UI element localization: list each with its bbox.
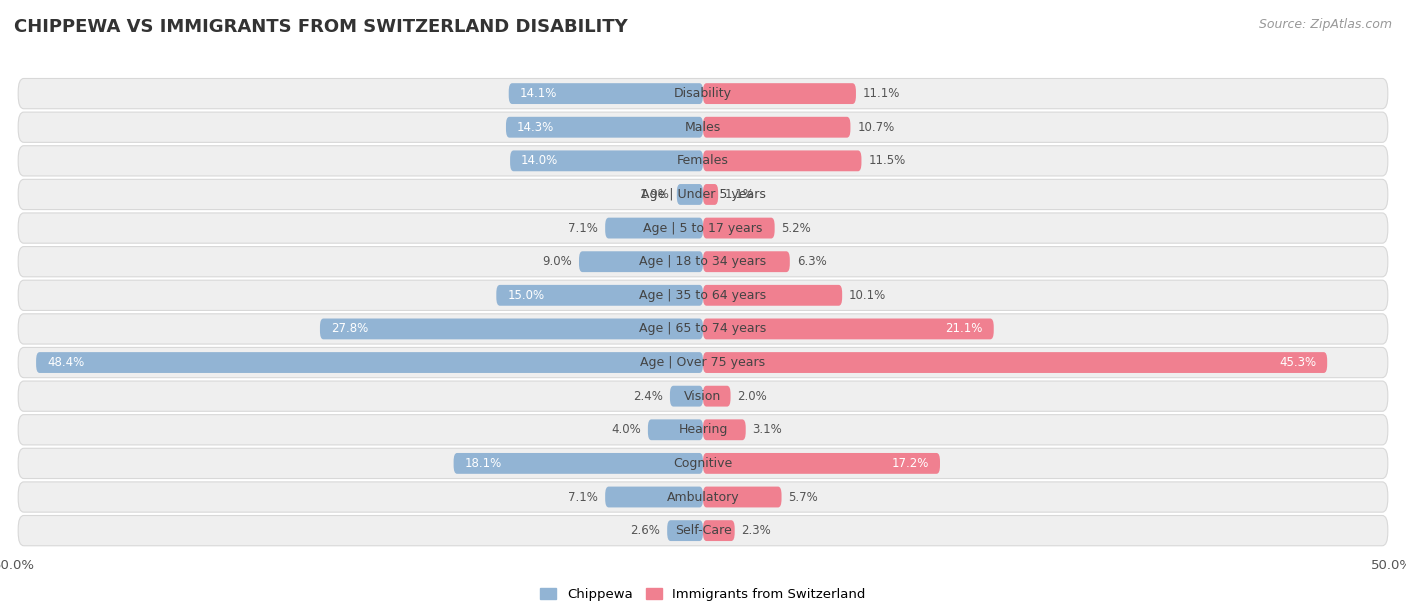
Text: 7.1%: 7.1% <box>568 490 599 504</box>
FancyBboxPatch shape <box>18 112 1388 143</box>
FancyBboxPatch shape <box>703 487 782 507</box>
FancyBboxPatch shape <box>703 386 731 406</box>
FancyBboxPatch shape <box>454 453 703 474</box>
FancyBboxPatch shape <box>669 386 703 406</box>
FancyBboxPatch shape <box>18 314 1388 344</box>
Text: Age | 5 to 17 years: Age | 5 to 17 years <box>644 222 762 234</box>
Text: Cognitive: Cognitive <box>673 457 733 470</box>
Text: 1.9%: 1.9% <box>640 188 669 201</box>
FancyBboxPatch shape <box>703 218 775 239</box>
FancyBboxPatch shape <box>18 146 1388 176</box>
FancyBboxPatch shape <box>579 252 703 272</box>
Text: 45.3%: 45.3% <box>1279 356 1316 369</box>
Text: Self-Care: Self-Care <box>675 524 731 537</box>
FancyBboxPatch shape <box>509 83 703 104</box>
FancyBboxPatch shape <box>703 285 842 306</box>
Text: 21.1%: 21.1% <box>945 323 983 335</box>
FancyBboxPatch shape <box>648 419 703 440</box>
FancyBboxPatch shape <box>668 520 703 541</box>
Text: Hearing: Hearing <box>678 424 728 436</box>
Text: Age | 65 to 74 years: Age | 65 to 74 years <box>640 323 766 335</box>
Text: Vision: Vision <box>685 390 721 403</box>
Text: 6.3%: 6.3% <box>797 255 827 268</box>
FancyBboxPatch shape <box>703 419 745 440</box>
FancyBboxPatch shape <box>605 487 703 507</box>
Text: 10.1%: 10.1% <box>849 289 886 302</box>
FancyBboxPatch shape <box>18 247 1388 277</box>
Text: 4.0%: 4.0% <box>612 424 641 436</box>
FancyBboxPatch shape <box>703 252 790 272</box>
Text: 5.7%: 5.7% <box>789 490 818 504</box>
FancyBboxPatch shape <box>703 318 994 339</box>
FancyBboxPatch shape <box>506 117 703 138</box>
Text: 15.0%: 15.0% <box>508 289 544 302</box>
FancyBboxPatch shape <box>18 179 1388 209</box>
Text: 2.4%: 2.4% <box>633 390 664 403</box>
Text: 10.7%: 10.7% <box>858 121 894 134</box>
FancyBboxPatch shape <box>703 520 735 541</box>
Text: Age | Over 75 years: Age | Over 75 years <box>641 356 765 369</box>
Text: 11.1%: 11.1% <box>863 87 900 100</box>
Text: 2.6%: 2.6% <box>630 524 661 537</box>
Text: Females: Females <box>678 154 728 167</box>
Text: Disability: Disability <box>673 87 733 100</box>
FancyBboxPatch shape <box>703 151 862 171</box>
Text: Age | Under 5 years: Age | Under 5 years <box>641 188 765 201</box>
Text: Age | 35 to 64 years: Age | 35 to 64 years <box>640 289 766 302</box>
FancyBboxPatch shape <box>703 117 851 138</box>
FancyBboxPatch shape <box>703 453 941 474</box>
Legend: Chippewa, Immigrants from Switzerland: Chippewa, Immigrants from Switzerland <box>536 583 870 606</box>
FancyBboxPatch shape <box>18 78 1388 109</box>
Text: 2.3%: 2.3% <box>741 524 772 537</box>
Text: 18.1%: 18.1% <box>464 457 502 470</box>
FancyBboxPatch shape <box>703 184 718 205</box>
Text: 9.0%: 9.0% <box>543 255 572 268</box>
Text: 27.8%: 27.8% <box>330 323 368 335</box>
FancyBboxPatch shape <box>605 218 703 239</box>
FancyBboxPatch shape <box>703 83 856 104</box>
Text: CHIPPEWA VS IMMIGRANTS FROM SWITZERLAND DISABILITY: CHIPPEWA VS IMMIGRANTS FROM SWITZERLAND … <box>14 18 628 36</box>
FancyBboxPatch shape <box>18 381 1388 411</box>
Text: 3.1%: 3.1% <box>752 424 782 436</box>
Text: Source: ZipAtlas.com: Source: ZipAtlas.com <box>1258 18 1392 31</box>
Text: 48.4%: 48.4% <box>48 356 84 369</box>
Text: Age | 18 to 34 years: Age | 18 to 34 years <box>640 255 766 268</box>
Text: 2.0%: 2.0% <box>738 390 768 403</box>
Text: 14.1%: 14.1% <box>520 87 557 100</box>
FancyBboxPatch shape <box>676 184 703 205</box>
Text: 14.0%: 14.0% <box>522 154 558 167</box>
Text: 1.1%: 1.1% <box>725 188 755 201</box>
Text: 11.5%: 11.5% <box>869 154 905 167</box>
Text: Ambulatory: Ambulatory <box>666 490 740 504</box>
FancyBboxPatch shape <box>18 515 1388 546</box>
FancyBboxPatch shape <box>510 151 703 171</box>
Text: 14.3%: 14.3% <box>517 121 554 134</box>
FancyBboxPatch shape <box>18 280 1388 310</box>
FancyBboxPatch shape <box>496 285 703 306</box>
FancyBboxPatch shape <box>18 213 1388 243</box>
FancyBboxPatch shape <box>321 318 703 339</box>
FancyBboxPatch shape <box>37 352 703 373</box>
FancyBboxPatch shape <box>18 415 1388 445</box>
FancyBboxPatch shape <box>18 482 1388 512</box>
Text: Males: Males <box>685 121 721 134</box>
Text: 5.2%: 5.2% <box>782 222 811 234</box>
FancyBboxPatch shape <box>18 448 1388 479</box>
Text: 7.1%: 7.1% <box>568 222 599 234</box>
Text: 17.2%: 17.2% <box>891 457 929 470</box>
FancyBboxPatch shape <box>18 348 1388 378</box>
FancyBboxPatch shape <box>703 352 1327 373</box>
